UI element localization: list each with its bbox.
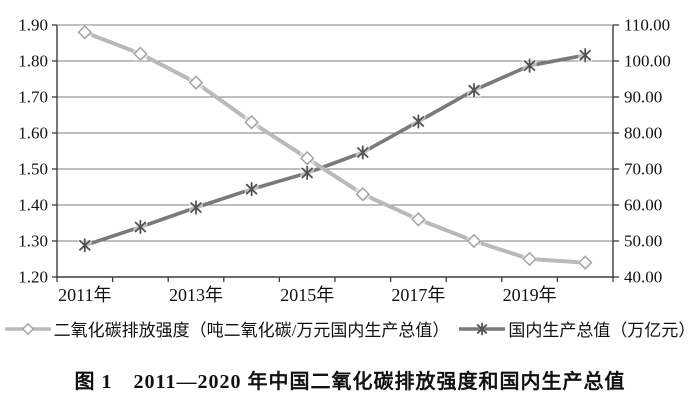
left-axis-tick-label: 1.20 — [18, 268, 48, 287]
diamond-marker-icon — [188, 75, 204, 90]
diamond-marker-icon — [522, 251, 537, 267]
asterisk-marker-icon — [412, 114, 425, 129]
right-axis-tick-label: 90.00 — [624, 88, 662, 107]
legend-diamond-marker — [21, 322, 34, 335]
left-axis-tick-label: 1.90 — [18, 16, 48, 35]
asterisk-marker-icon — [459, 322, 506, 335]
series-group — [77, 24, 593, 270]
asterisk-stroke — [468, 84, 480, 96]
right-axis-tick-label: 110.00 — [624, 16, 670, 35]
asterisk-stroke — [412, 116, 425, 127]
asterisk-marker-icon — [523, 58, 536, 73]
x-axis-tick-label: 2011年 — [58, 285, 111, 305]
diamond-marker-icon — [4, 322, 51, 335]
left-axis-tick-label: 1.80 — [18, 52, 48, 71]
right-axis-tick-label: 40.00 — [624, 268, 662, 287]
diamond-marker-icon — [133, 46, 148, 62]
series-line-co2-intensity — [82, 30, 588, 265]
diamond-marker-icon — [577, 255, 593, 270]
asterisk-stroke — [579, 49, 591, 61]
series-markers-co2-intensity — [77, 24, 593, 270]
asterisk-marker-icon — [579, 48, 591, 63]
asterisk-stroke — [190, 202, 202, 213]
asterisk-stroke — [357, 147, 369, 158]
diamond-marker-icon — [244, 114, 259, 130]
asterisk-stroke — [245, 183, 258, 195]
right-axis-tick-label: 60.00 — [624, 196, 662, 215]
asterisk-marker-icon — [134, 219, 147, 235]
left-axis-tick-label: 1.30 — [18, 232, 48, 251]
asterisk-stroke — [79, 239, 91, 251]
x-axis-tick-label: 2017年 — [391, 285, 445, 305]
legend-item-gdp: 国内生产总值（万亿元） — [459, 316, 695, 341]
x-axis-tick-label: 2015年 — [280, 285, 334, 305]
legend-item-co2-intensity: 二氧化碳排放强度（吨二氧化碳/万元国内生产总值） — [4, 316, 450, 341]
diamond-marker-icon — [466, 233, 482, 249]
asterisk-marker-icon — [357, 145, 369, 160]
line-chart: 1.20 40.00 1.30 50.00 1.40 60.00 1.50 70.00 1.60… — [18, 16, 671, 306]
right-axis-tick-label: 50.00 — [624, 232, 662, 251]
left-axis-tick-label: 1.70 — [18, 88, 48, 107]
x-axis-tick-label: 2019年 — [503, 285, 557, 305]
asterisk-marker-icon — [301, 165, 313, 181]
left-axis-tick-label: 1.50 — [18, 160, 48, 179]
axis-labels-group: 1.20 40.00 1.30 50.00 1.40 60.00 1.50 70.00 1.60… — [18, 16, 671, 306]
asterisk-marker-icon — [79, 238, 91, 253]
axes-group — [52, 24, 619, 282]
series-markers-gdp — [77, 48, 593, 253]
legend-asterisk-stroke — [477, 323, 488, 334]
figure-caption: 图 1 2011—2020 年中国二氧化碳排放强度和国内生产总值 — [74, 371, 626, 393]
chart-legend: 二氧化碳排放强度（吨二氧化碳/万元国内生产总值） 国内生产总值（万亿元） — [0, 316, 700, 341]
asterisk-marker-icon — [190, 200, 202, 215]
right-axis-tick-label: 100.00 — [624, 52, 671, 71]
x-axis-tick-label: 2013年 — [169, 285, 223, 305]
diamond-marker-icon — [299, 150, 315, 166]
asterisk-marker-icon — [468, 83, 480, 98]
asterisk-stroke — [134, 221, 147, 233]
asterisk-stroke — [301, 167, 313, 179]
gridlines-group — [57, 24, 613, 242]
right-axis-tick-label: 80.00 — [624, 124, 662, 143]
left-axis-tick-label: 1.60 — [18, 124, 48, 143]
legend-label-gdp: 国内生产总值（万亿元） — [508, 321, 696, 340]
asterisk-stroke — [523, 60, 536, 72]
diamond-marker-icon — [77, 24, 93, 40]
diamond-marker-icon — [411, 212, 426, 227]
right-axis-tick-label: 70.00 — [624, 160, 662, 179]
left-axis-tick-label: 1.40 — [18, 196, 48, 215]
legend-label-co2-intensity: 二氧化碳排放强度（吨二氧化碳/万元国内生产总值） — [53, 321, 450, 340]
asterisk-marker-icon — [245, 182, 258, 197]
diamond-marker-icon — [355, 186, 371, 202]
series-line-gdp — [83, 53, 588, 248]
